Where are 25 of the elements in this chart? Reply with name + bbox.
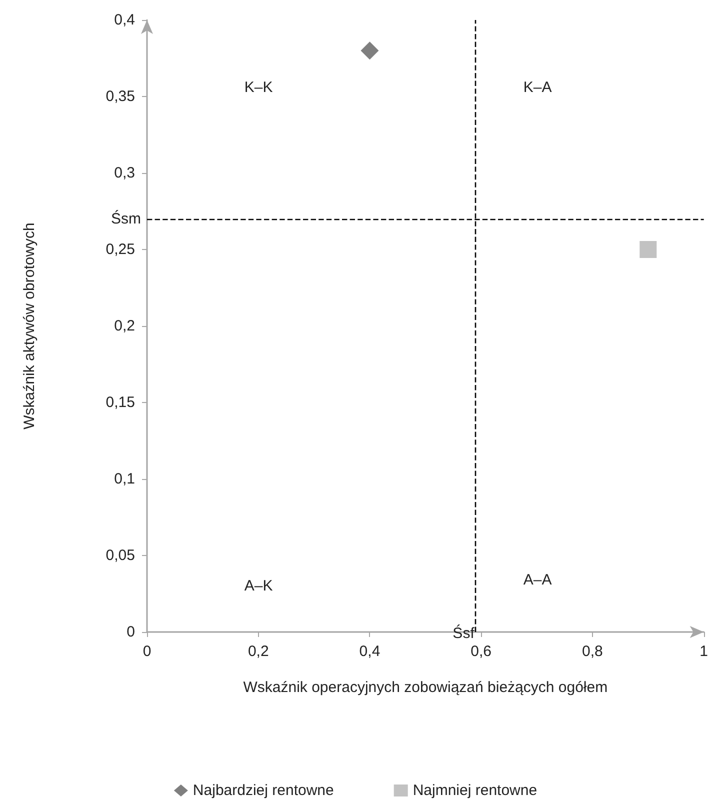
annotation: A–K [244, 578, 273, 595]
annotation: K–K [244, 78, 273, 96]
annotation: A–A [523, 571, 552, 588]
x-tick-label: 0,4 [359, 643, 380, 660]
y-tick-label: 0,35 [106, 88, 135, 105]
y-tick-label: 0,3 [114, 164, 135, 182]
y-tick-label: 0 [126, 624, 135, 640]
legend-label: Najbardziej rentowne [192, 782, 334, 799]
y-tick-label: 0,4 [114, 12, 135, 28]
y-tick-label: 0,2 [114, 318, 135, 334]
x-tick-label: 0,2 [248, 643, 269, 660]
annotation: K–A [523, 78, 552, 96]
y-tick-label: 0,1 [114, 470, 135, 488]
ref-line-label: Śsf [452, 624, 476, 642]
y-tick-label: 0,25 [106, 241, 135, 258]
x-tick-label: 1 [700, 643, 708, 660]
x-tick-label: 0 [142, 643, 152, 660]
x-tick-label: 0,6 [470, 643, 492, 660]
ref-line-label: Śsm [111, 209, 141, 228]
legend-label: Najmniej rentowne [412, 782, 538, 799]
y-tick-label: 0,05 [106, 547, 135, 564]
y-axis-title: Wskaźnik aktywów obrotowych [21, 222, 38, 430]
x-axis-title: Wskaźnik operacyjnych zobowiązań bieżących ogółem [243, 679, 608, 696]
y-tick-label: 0,15 [106, 394, 135, 411]
x-tick-label: 0,8 [582, 643, 603, 660]
